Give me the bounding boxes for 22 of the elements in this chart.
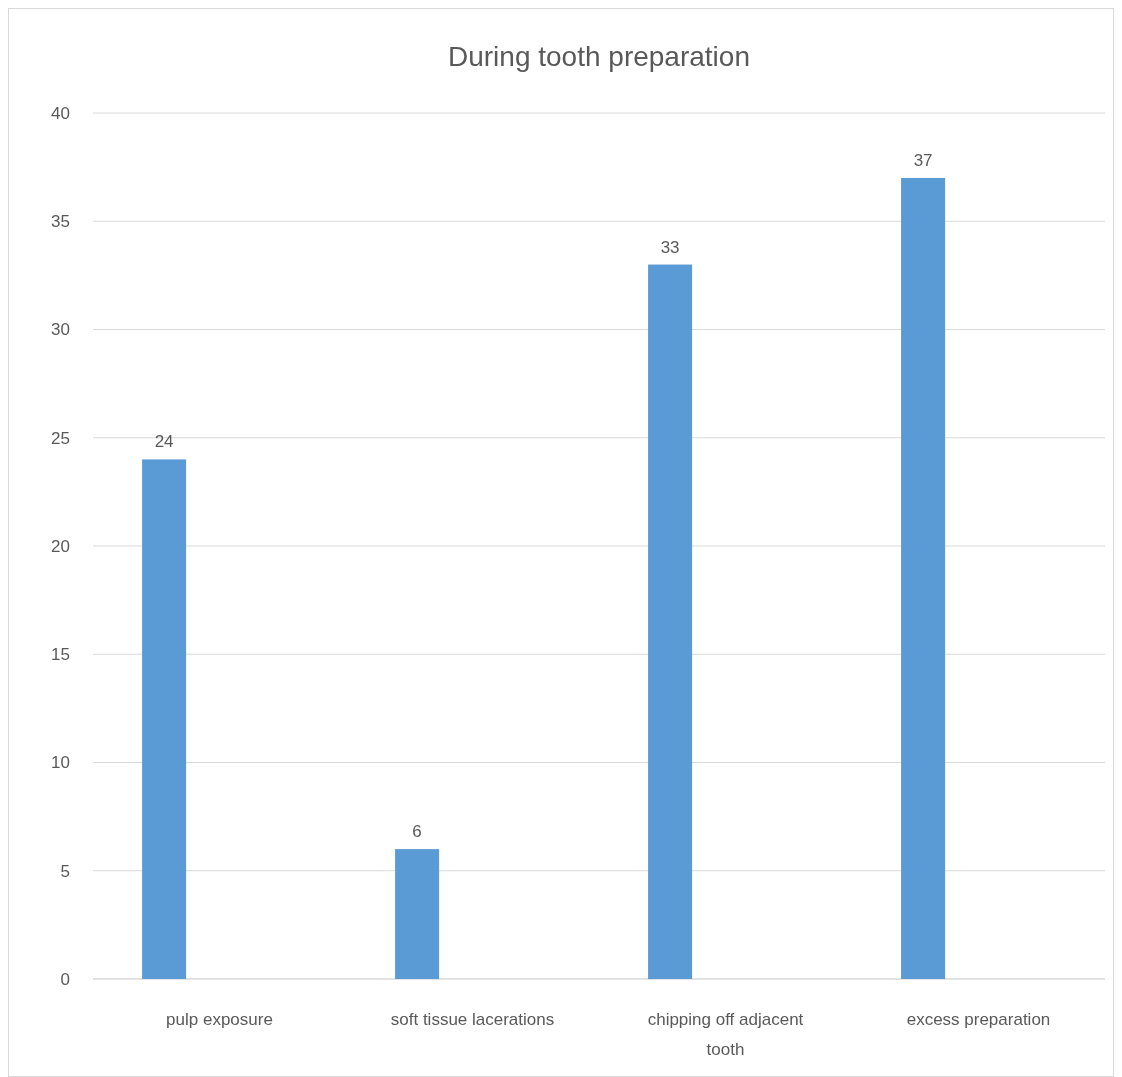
y-tick-label: 0 (60, 969, 70, 989)
x-tick-label: chipping off adjacent tooth (647, 1010, 804, 1059)
chart-title: During tooth preparation (448, 41, 750, 72)
bar (395, 849, 440, 979)
x-tick-label: soft tissue lacerations (390, 1010, 555, 1029)
data-label: 6 (412, 822, 422, 842)
x-tick-label: excess preparation (906, 1010, 1051, 1029)
y-tick-label: 40 (51, 103, 70, 123)
data-label: 24 (154, 432, 174, 452)
bar (901, 177, 946, 979)
bar (648, 264, 693, 979)
x-tick-label: pulp exposure (166, 1010, 273, 1029)
data-label: 37 (913, 150, 933, 170)
y-tick-label: 20 (51, 536, 70, 556)
bar (142, 459, 187, 979)
y-tick-label: 30 (51, 320, 70, 340)
y-tick-label: 10 (51, 753, 70, 773)
y-tick-label: 25 (51, 428, 70, 448)
y-tick-label: 5 (60, 861, 70, 881)
y-tick-label: 35 (51, 212, 70, 232)
y-tick-label: 15 (51, 645, 70, 665)
data-label: 33 (660, 237, 680, 257)
